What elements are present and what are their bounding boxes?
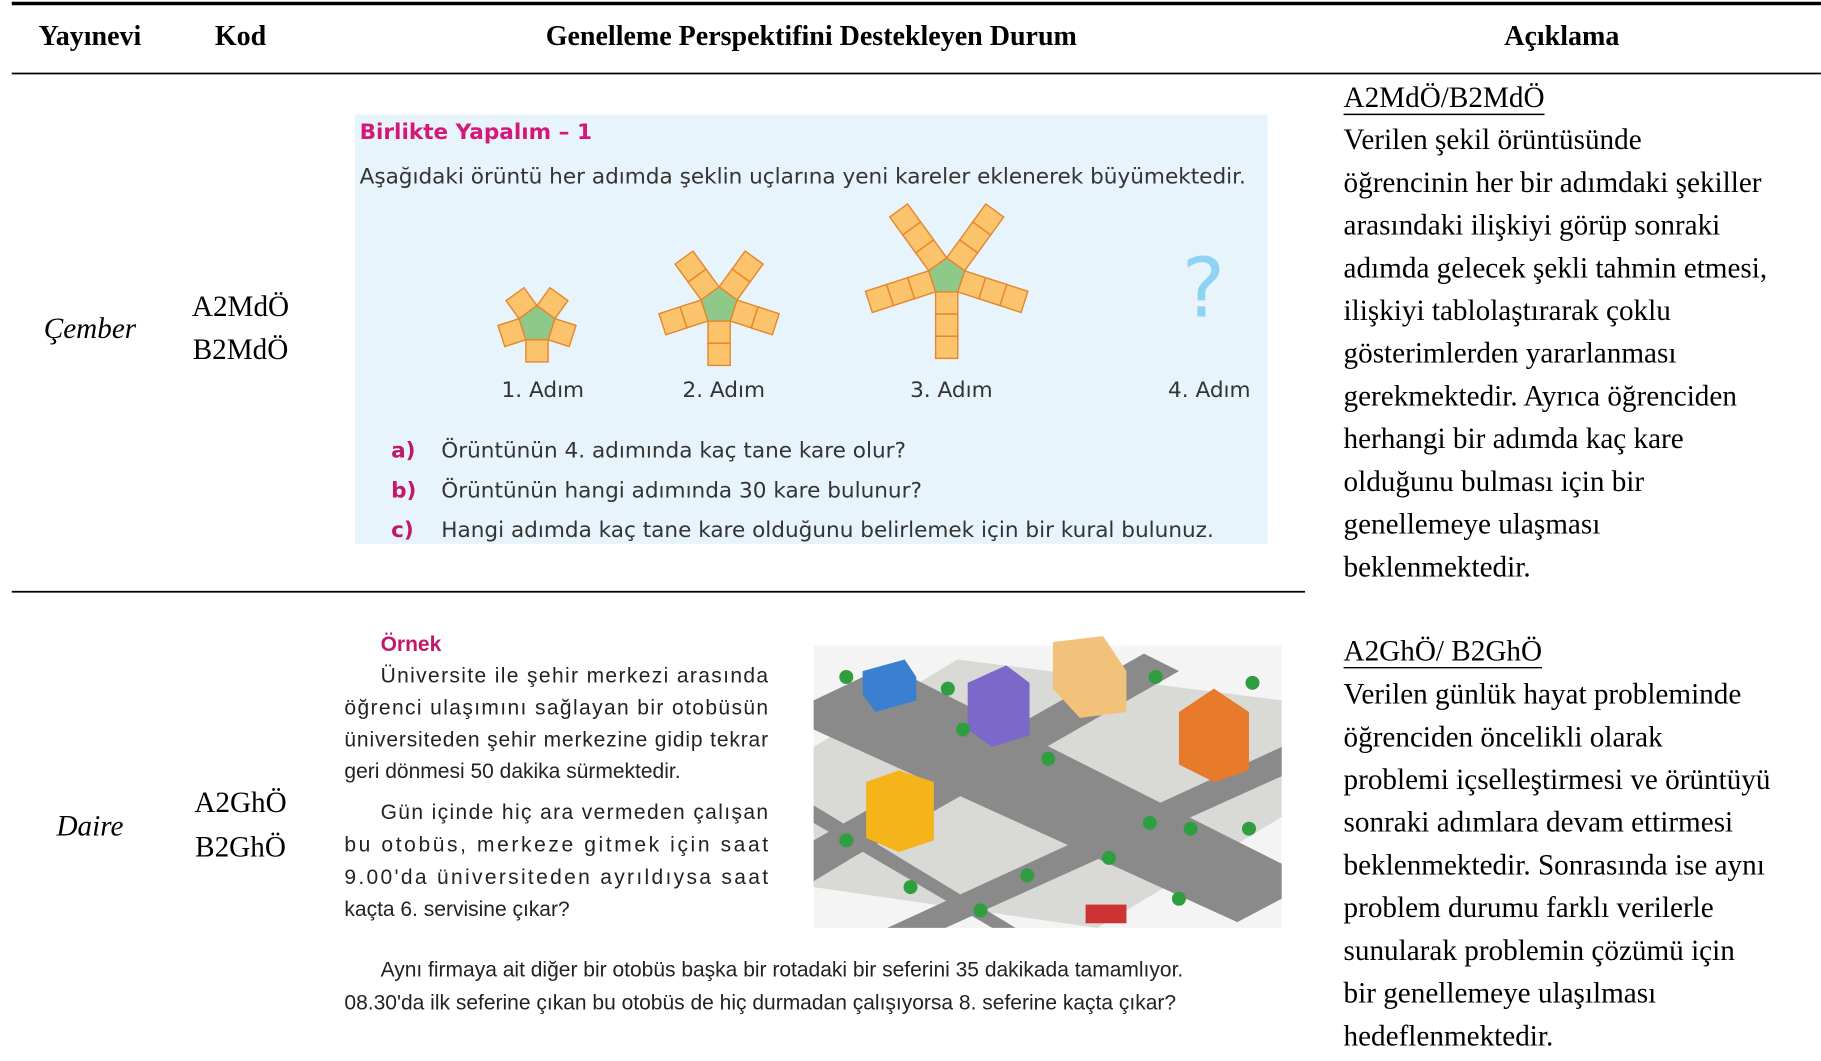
example-line: bu otobüs, merkeze gitmek için saat xyxy=(344,833,768,856)
pattern-square xyxy=(707,342,731,367)
explanation-line: Verilen şekil örüntüsünde xyxy=(1344,124,1642,156)
pattern-square xyxy=(674,250,708,284)
pattern-pentagon xyxy=(927,256,966,293)
column-header: Açıklama xyxy=(1504,21,1619,52)
explanation-line: sonraki adımlara devam ettirmesi xyxy=(1344,807,1734,839)
activity-instruction: Aşağıdaki örüntü her adımda şeklin uçlar… xyxy=(360,164,1246,189)
explanation-line: ilişkiyi tablolaştırarak çoklu xyxy=(1344,295,1672,327)
explanation-heading: A2GhÖ/ B2GhÖ xyxy=(1344,635,1543,667)
explanation: Verilen şekil örüntüsünde öğrencinin her … xyxy=(1344,113,1768,583)
example-line: Üniversite ile şehir merkezi arasında xyxy=(381,665,769,688)
question-text: Örüntünün 4. adımında kaç tane kare olur… xyxy=(441,438,906,464)
explanation-line: sunularak problemin çözümü için xyxy=(1344,935,1736,967)
column-header: Yayınevi xyxy=(39,21,142,52)
code: B2GhÖ xyxy=(195,831,286,863)
unknown-step: ? xyxy=(1182,242,1225,337)
pattern-square xyxy=(525,339,549,363)
explanation-line: adımda gelecek şekli tahmin etmesi, xyxy=(1344,252,1768,284)
example-line: 08.30'da ilk seferine çıkan bu otobüs de… xyxy=(344,991,1176,1014)
pattern-square xyxy=(999,283,1029,314)
question-label: b) xyxy=(391,478,416,503)
pattern-figures xyxy=(497,202,1029,367)
code: B2MdÖ xyxy=(193,334,289,366)
explanation-line: problem durumu farklı verilerle xyxy=(1344,892,1714,924)
question-text: Örüntünün hangi adımında 30 kare bulunur… xyxy=(441,477,922,503)
example-text: Üniversite ile şehir merkezi arasında öğr… xyxy=(344,665,1183,1015)
explanation-line: problemi içselleştirmesi ve örüntüyü xyxy=(1344,764,1771,796)
step-label: 2. Adım xyxy=(682,378,765,403)
example-line: üniversiteden şehir merkezine gidip tekr… xyxy=(344,728,768,751)
explanation-line: beklenmektedir. Sonrasında ise aynı xyxy=(1344,849,1765,881)
pattern-square xyxy=(658,305,688,336)
explanation-line: hedeflenmektedir. xyxy=(1344,1020,1554,1052)
pattern-square xyxy=(750,305,781,336)
pattern-square xyxy=(707,320,731,344)
pattern-square xyxy=(934,291,959,315)
explanation-line: bir genellemeye ulaşılması xyxy=(1344,978,1657,1010)
explanation-line: öğrenciden öncelikli olarak xyxy=(1344,721,1664,753)
explanation-line: genellemeye ulaşması xyxy=(1344,509,1601,541)
explanation-line: gerekmektedir. Ayrıca öğrenciden xyxy=(1344,380,1738,412)
column-header: Genelleme Perspektifini Destekleyen Duru… xyxy=(546,21,1077,52)
explanation-line: olduğunu bulması için bir xyxy=(1344,466,1645,498)
explanation-heading: A2MdÖ/B2MdÖ xyxy=(1344,82,1545,114)
example-line: 9.00'da üniversiteden ayrıldıysa saat xyxy=(344,866,768,889)
question-label: c) xyxy=(391,518,414,543)
pattern-square xyxy=(888,202,922,236)
example-line: kaçta 6. servisine çıkar? xyxy=(344,898,569,921)
pattern-square xyxy=(864,283,895,314)
pattern-pentagon xyxy=(700,286,738,322)
question-label: a) xyxy=(391,439,415,464)
column-header: Kod xyxy=(215,21,267,52)
explanation: Verilen günlük hayat probleminde öğrencid… xyxy=(1344,666,1771,1052)
code: A2GhÖ xyxy=(194,787,286,819)
publisher: Çember xyxy=(44,313,137,345)
city-illustration xyxy=(813,636,1282,928)
pattern-square xyxy=(934,313,959,337)
example-line: Gün içinde hiç ara vermeden çalışan xyxy=(381,801,769,824)
example-line: Aynı firmaya ait diğer bir otobüs başka … xyxy=(381,959,1184,982)
explanation-line: Verilen günlük hayat probleminde xyxy=(1344,679,1742,711)
step-label: 4. Adım xyxy=(1168,378,1251,403)
pattern-pentagon xyxy=(518,304,556,341)
step-label: 3. Adım xyxy=(910,378,993,403)
question-text: Hangi adımda kaç tane kare olduğunu beli… xyxy=(441,518,1214,543)
example-line: öğrenci ulaşımını sağlayan bir otobüsün xyxy=(344,696,768,719)
explanation-line: beklenmektedir. xyxy=(1344,551,1531,583)
publisher: Daire xyxy=(55,810,123,842)
example-line: geri dönmesi 50 dakika sürmektedir. xyxy=(344,760,680,783)
pattern-square xyxy=(971,202,1005,236)
pattern-square xyxy=(731,250,765,284)
explanation-line: gösterimlerden yararlanması xyxy=(1344,338,1677,370)
pattern-square xyxy=(934,335,959,360)
activity-title: Birlikte Yapalım – 1 xyxy=(360,120,592,145)
step-label: 1. Adım xyxy=(502,378,585,403)
explanation-line: öğrencinin her bir adımdaki şekiller xyxy=(1344,167,1762,199)
code: A2MdÖ xyxy=(192,291,289,323)
questions: a) Örüntünün 4. adımında kaç tane kare ol… xyxy=(391,438,1214,543)
explanation-line: herhangi bir adımda kaç kare xyxy=(1344,423,1684,455)
explanation-line: arasındaki ilişkiyi görüp sonraki xyxy=(1344,210,1721,242)
example-title: Örnek xyxy=(381,633,442,656)
